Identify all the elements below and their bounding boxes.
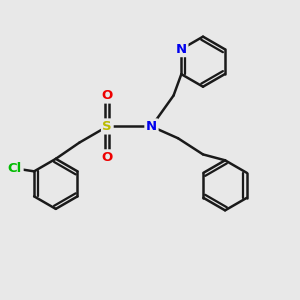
Text: Cl: Cl bbox=[8, 162, 22, 175]
Text: S: S bbox=[103, 120, 112, 133]
Text: O: O bbox=[102, 151, 113, 164]
Text: N: N bbox=[146, 120, 157, 133]
Text: O: O bbox=[102, 89, 113, 102]
Text: N: N bbox=[176, 43, 187, 56]
